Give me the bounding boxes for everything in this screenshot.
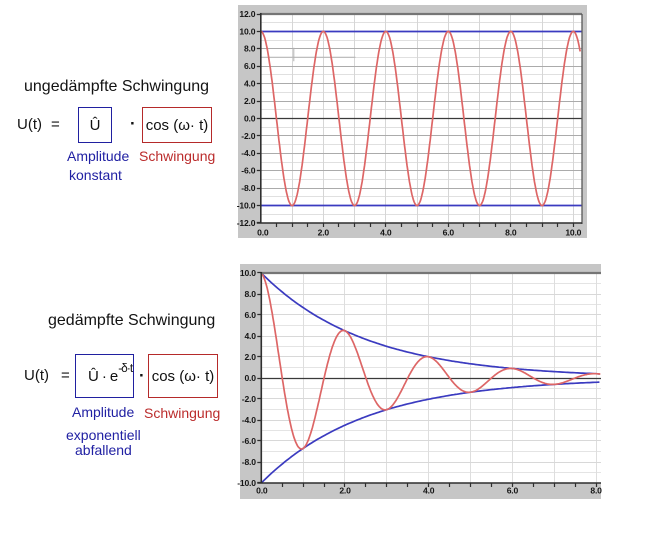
svg-text:0.0: 0.0 [257,228,269,238]
svg-text:2.0: 2.0 [244,96,256,106]
svg-text:12.0: 12.0 [239,9,255,19]
svg-text:-6.0: -6.0 [241,166,255,176]
svg-text:8.0: 8.0 [244,289,256,299]
svg-text:10.0: 10.0 [565,228,581,238]
svg-text:2.0: 2.0 [318,228,330,238]
svg-text:2.0: 2.0 [339,485,351,495]
svg-text:-10.0: -10.0 [237,478,256,488]
svg-text:-2.0: -2.0 [242,394,256,404]
svg-text:6.0: 6.0 [244,310,256,320]
svg-text:0.0: 0.0 [244,113,256,123]
svg-text:6.0: 6.0 [507,485,519,495]
svg-text:6.0: 6.0 [244,61,256,71]
svg-text:-6.0: -6.0 [242,436,256,446]
svg-text:0.0: 0.0 [256,485,268,495]
svg-text:6.0: 6.0 [443,228,455,238]
svg-text:4.0: 4.0 [244,331,256,341]
svg-text:8.0: 8.0 [590,485,602,495]
svg-text:10.0: 10.0 [240,268,256,278]
svg-text:10.0: 10.0 [239,26,255,36]
svg-text:-12.0: -12.0 [237,218,256,228]
svg-text:-10.0: -10.0 [237,201,256,211]
svg-text:2.0: 2.0 [244,352,256,362]
svg-text:-8.0: -8.0 [241,183,255,193]
svg-text:-2.0: -2.0 [241,131,255,141]
svg-text:8.0: 8.0 [505,228,517,238]
svg-text:4.0: 4.0 [244,79,256,89]
svg-text:4.0: 4.0 [423,485,435,495]
svg-text:-4.0: -4.0 [241,148,255,158]
svg-text:8.0: 8.0 [244,44,256,54]
svg-text:-4.0: -4.0 [242,415,256,425]
svg-text:0.0: 0.0 [244,373,256,383]
svg-text:4.0: 4.0 [380,228,392,238]
svg-text:-8.0: -8.0 [242,457,256,467]
